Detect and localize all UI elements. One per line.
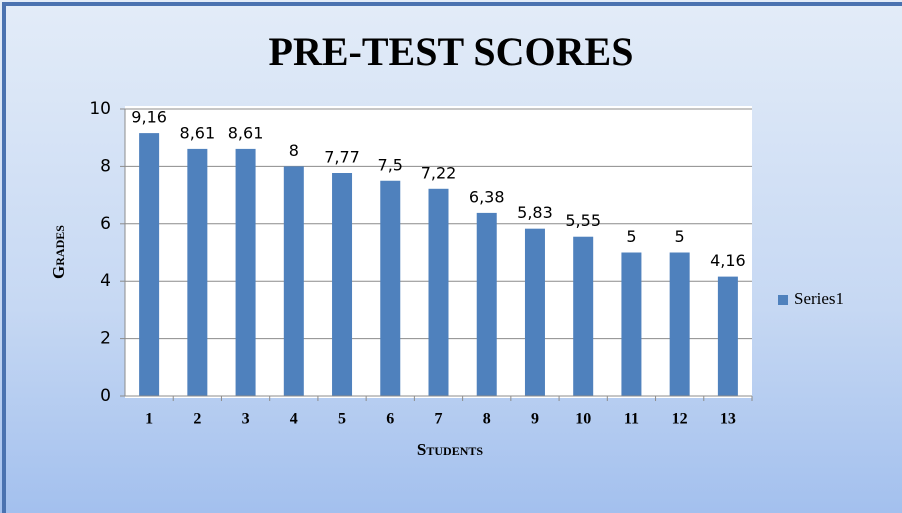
bar xyxy=(621,252,642,396)
data-label: 9,16 xyxy=(131,108,167,127)
bar xyxy=(235,148,256,396)
bar xyxy=(573,236,594,396)
data-label: 6,38 xyxy=(469,187,505,206)
data-label: 8,61 xyxy=(180,123,216,142)
chart-title: PRE-TEST SCORES xyxy=(269,29,634,74)
x-tick-label: 9 xyxy=(531,411,539,428)
data-label: 5,83 xyxy=(517,203,553,222)
legend-swatch xyxy=(778,295,788,305)
bar xyxy=(428,188,449,396)
data-label: 7,22 xyxy=(421,163,457,182)
y-tick-label: 10 xyxy=(89,99,111,119)
bar xyxy=(717,276,738,396)
x-tick-label: 10 xyxy=(575,411,591,428)
bar xyxy=(380,180,401,396)
x-tick-label: 3 xyxy=(242,411,250,428)
data-label: 8 xyxy=(289,141,299,160)
x-tick-label: 7 xyxy=(435,411,443,428)
bar xyxy=(187,148,208,396)
y-tick-label: 4 xyxy=(100,271,111,291)
x-axis-label: Students xyxy=(417,440,483,459)
data-label: 7,77 xyxy=(324,148,360,167)
bar xyxy=(283,166,304,396)
y-axis-label: Grades xyxy=(49,225,68,279)
data-label: 5 xyxy=(626,227,636,246)
bar xyxy=(476,212,497,396)
x-tick-label: 2 xyxy=(193,411,201,428)
data-label: 4,16 xyxy=(710,251,746,270)
y-tick-label: 8 xyxy=(100,156,111,176)
y-tick-label: 0 xyxy=(100,386,111,406)
data-label: 7,5 xyxy=(378,155,403,174)
y-tick-label: 2 xyxy=(100,329,111,349)
bar xyxy=(139,133,160,396)
y-tick-label: 6 xyxy=(100,214,111,234)
x-tick-label: 4 xyxy=(290,411,298,428)
x-tick-label: 8 xyxy=(483,411,491,428)
data-label: 5 xyxy=(675,227,685,246)
x-tick-label: 5 xyxy=(338,411,346,428)
x-tick-label: 12 xyxy=(672,411,688,428)
x-tick-label: 11 xyxy=(624,411,639,428)
x-tick-label: 1 xyxy=(145,411,153,428)
data-label: 8,61 xyxy=(228,123,264,142)
x-tick-label: 6 xyxy=(386,411,394,428)
legend-label: Series1 xyxy=(794,289,844,308)
x-tick-label: 13 xyxy=(720,411,736,428)
bar xyxy=(332,173,353,396)
data-label: 5,55 xyxy=(565,211,601,230)
bar xyxy=(524,228,545,396)
bar xyxy=(669,252,690,396)
